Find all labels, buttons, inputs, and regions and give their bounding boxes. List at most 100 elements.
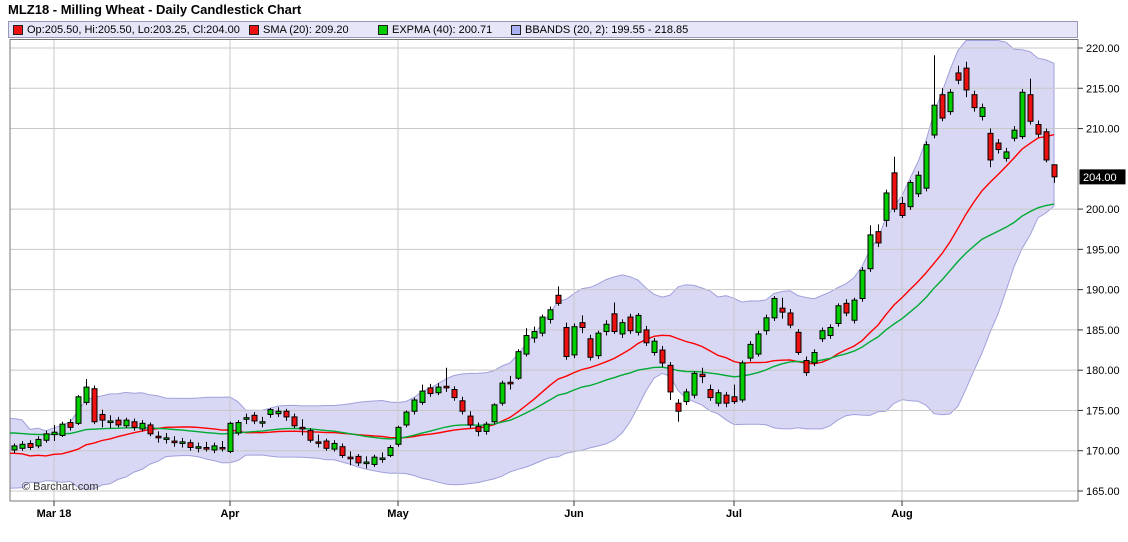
candle-up <box>483 423 490 432</box>
candle-up <box>715 392 722 404</box>
candle-down <box>427 387 434 395</box>
candle-up <box>491 404 498 423</box>
candle-up <box>243 417 250 420</box>
legend-bbands-label: BBANDS (20, 2): 199.55 - 218.85 <box>525 23 689 36</box>
y-tick-label: 170.00 <box>1086 446 1120 458</box>
candle-down <box>203 447 210 450</box>
plot-frame <box>9 39 1079 502</box>
candle-down <box>147 424 154 435</box>
candle-down <box>1027 94 1034 122</box>
candle-up <box>883 192 890 221</box>
candle-up <box>547 309 554 320</box>
y-tick-label: 185.00 <box>1086 325 1120 337</box>
candle-down <box>115 419 122 426</box>
candle-down <box>699 373 706 378</box>
candle-up <box>683 391 690 403</box>
candle-up <box>571 326 578 356</box>
candle-up <box>867 234 874 270</box>
expma-line <box>10 203 1055 440</box>
candle-down <box>451 389 458 399</box>
candle-down <box>291 416 298 427</box>
candle-down <box>187 442 194 449</box>
candle-up <box>819 330 826 340</box>
candle-down <box>795 331 802 353</box>
candle-down <box>555 294 562 304</box>
candle-down <box>67 422 74 428</box>
candle-down <box>283 410 290 418</box>
y-tick-label: 210.00 <box>1086 124 1120 136</box>
candle-down <box>899 202 906 217</box>
candle-down <box>707 389 714 399</box>
chart-title: MLZ18 - Milling Wheat - Daily Candlestic… <box>8 2 302 17</box>
candle-up <box>931 104 938 136</box>
legend-item-expma: EXPMA (40): 200.71 <box>378 22 492 37</box>
y-tick-label: 180.00 <box>1086 365 1120 377</box>
candle-up <box>851 299 858 321</box>
candle-down <box>155 435 162 439</box>
candle-down <box>803 360 810 374</box>
candle-up <box>139 422 146 430</box>
candle-up <box>403 411 410 426</box>
y-tick-label: 195.00 <box>1086 244 1120 256</box>
last-price-tag <box>1079 169 1126 185</box>
candle-up <box>83 386 90 403</box>
candle-down <box>587 338 594 358</box>
candle-up <box>827 326 834 337</box>
candle-up <box>19 443 26 449</box>
candle-down <box>1043 131 1050 161</box>
candle-down <box>443 385 450 389</box>
candle-up <box>835 305 842 324</box>
candle-down <box>347 456 354 460</box>
bbands-swatch-icon <box>511 24 521 35</box>
candle-up <box>603 323 610 333</box>
legend-item-bbands: BBANDS (20, 2): 199.55 - 218.85 <box>511 22 688 37</box>
candle-down <box>355 455 362 464</box>
candle-down <box>507 381 514 385</box>
candle-down <box>251 414 258 422</box>
candle-down <box>987 132 994 161</box>
candle-down <box>219 447 226 450</box>
candle-up <box>107 420 114 424</box>
candle-up <box>539 316 546 334</box>
x-month-label: Mar 18 <box>37 508 72 520</box>
candle-up <box>979 107 986 117</box>
legend-ohlc-label: Op:205.50, Hi:205.50, Lo:203.25, Cl:204.… <box>27 23 240 36</box>
candle-down <box>939 94 946 119</box>
legend-expma-label: EXPMA (40): 200.71 <box>392 23 493 36</box>
candle-up <box>331 442 338 450</box>
candle-down <box>467 415 474 426</box>
candle-up <box>531 331 538 339</box>
candle-down <box>131 421 138 428</box>
candle-up <box>59 423 66 436</box>
sma-line <box>10 134 1055 457</box>
candle-down <box>459 400 466 412</box>
candle-down <box>627 316 634 332</box>
legend-sma-label: SMA (20): 209.20 <box>263 23 349 36</box>
candle-down <box>315 441 322 444</box>
candle-down <box>667 364 674 393</box>
candle-down <box>995 142 1002 150</box>
legend-item-sma: SMA (20): 209.20 <box>249 22 349 37</box>
candle-down <box>955 72 962 81</box>
candle-down <box>723 394 730 404</box>
candle-up <box>227 422 234 453</box>
candle-down <box>675 402 682 412</box>
candle-down <box>99 413 106 421</box>
y-tick-label: 200.00 <box>1086 204 1120 216</box>
candle-up <box>523 335 530 355</box>
candle-up <box>51 431 58 436</box>
candle-down <box>323 440 330 449</box>
candle-up <box>1011 129 1018 139</box>
candle-up <box>651 340 658 353</box>
candle-down <box>971 94 978 109</box>
candle-up <box>755 333 762 355</box>
candle-down <box>299 426 306 430</box>
candle-down <box>1051 164 1058 178</box>
candle-up <box>235 422 242 434</box>
candle-down <box>1035 124 1042 135</box>
candle-up <box>371 456 378 465</box>
expma-swatch-icon <box>378 24 388 35</box>
candle-up <box>163 437 170 440</box>
candle-down <box>611 313 618 333</box>
